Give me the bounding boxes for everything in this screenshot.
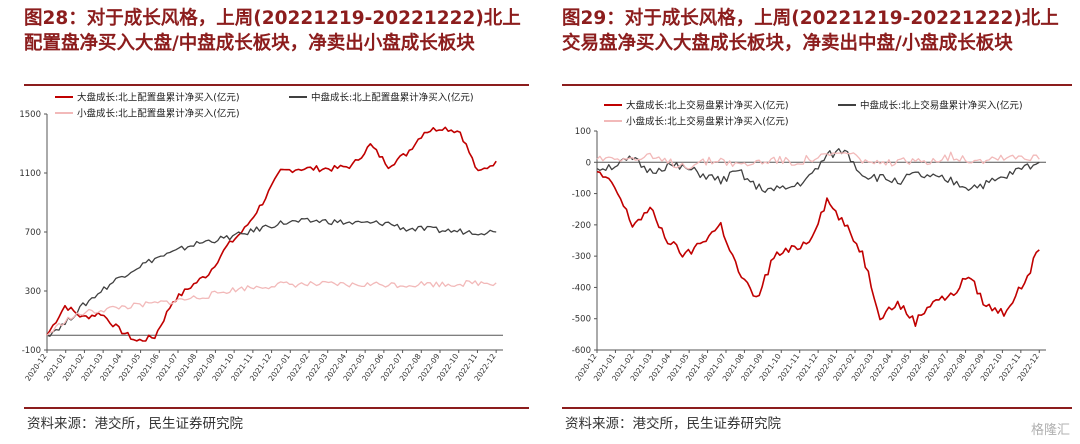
series-line-1	[46, 217, 497, 337]
series-line-2	[46, 280, 497, 336]
y-tick-label: 1500	[19, 110, 41, 120]
y-tick-label: -400	[572, 283, 591, 293]
y-tick-label: 0	[586, 158, 591, 168]
y-tick-label: 300	[25, 287, 41, 297]
legend-label: 小盘成长:北上配置盘累计净买入(亿元)	[77, 108, 240, 120]
y-tick-label: -100	[572, 190, 591, 200]
source-rule	[24, 407, 529, 409]
title-rule	[24, 84, 529, 86]
y-tick-label: 1100	[19, 169, 41, 179]
legend-label: 大盘成长:北上交易盘累计净买入(亿元)	[626, 100, 789, 112]
watermark-logo: 格隆汇	[1030, 423, 1070, 438]
line-chart-right: -600-500-400-300-200-10001002020-122021-…	[572, 100, 1046, 383]
source-note: 资料来源：港交所，民生证券研究院	[27, 416, 243, 432]
legend-label: 中盘成长:北上配置盘累计净买入(亿元)	[311, 92, 474, 104]
line-chart-left: -100300700110015002020-122021-012021-022…	[19, 92, 503, 383]
y-tick-label: -300	[572, 252, 591, 262]
figure-title: 图29：对于成长风格，上周(20221219-20221222)北上交易盘净买入…	[562, 8, 1059, 54]
chart-panel-left: 图28：对于成长风格，上周(20221219-20221222)北上配置盘净买入…	[19, 8, 529, 432]
legend-label: 小盘成长:北上交易盘累计净买入(亿元)	[626, 116, 789, 128]
series-line-2	[596, 151, 1040, 170]
source-rule	[562, 407, 1072, 409]
y-tick-label: 700	[25, 228, 41, 238]
y-tick-label: -500	[572, 315, 591, 325]
title-rule	[562, 84, 1072, 86]
chart-panel-right: 图29：对于成长风格，上周(20221219-20221222)北上交易盘净买入…	[540, 0, 1080, 444]
y-tick-label: 100	[575, 127, 591, 137]
series-line-0	[46, 126, 497, 342]
legend-label: 中盘成长:北上交易盘累计净买入(亿元)	[860, 100, 1023, 112]
series-line-1	[596, 148, 1040, 193]
legend-label: 大盘成长:北上配置盘累计净买入(亿元)	[77, 92, 240, 104]
y-tick-label: -200	[572, 221, 591, 231]
y-tick-label: -600	[572, 346, 591, 356]
figure-title: 图28：对于成长风格，上周(20221219-20221222)北上配置盘净买入…	[24, 8, 521, 54]
series-line-0	[596, 170, 1040, 328]
y-tick-label: -100	[22, 346, 41, 356]
source-note: 资料来源：港交所，民生证券研究院	[565, 416, 781, 432]
